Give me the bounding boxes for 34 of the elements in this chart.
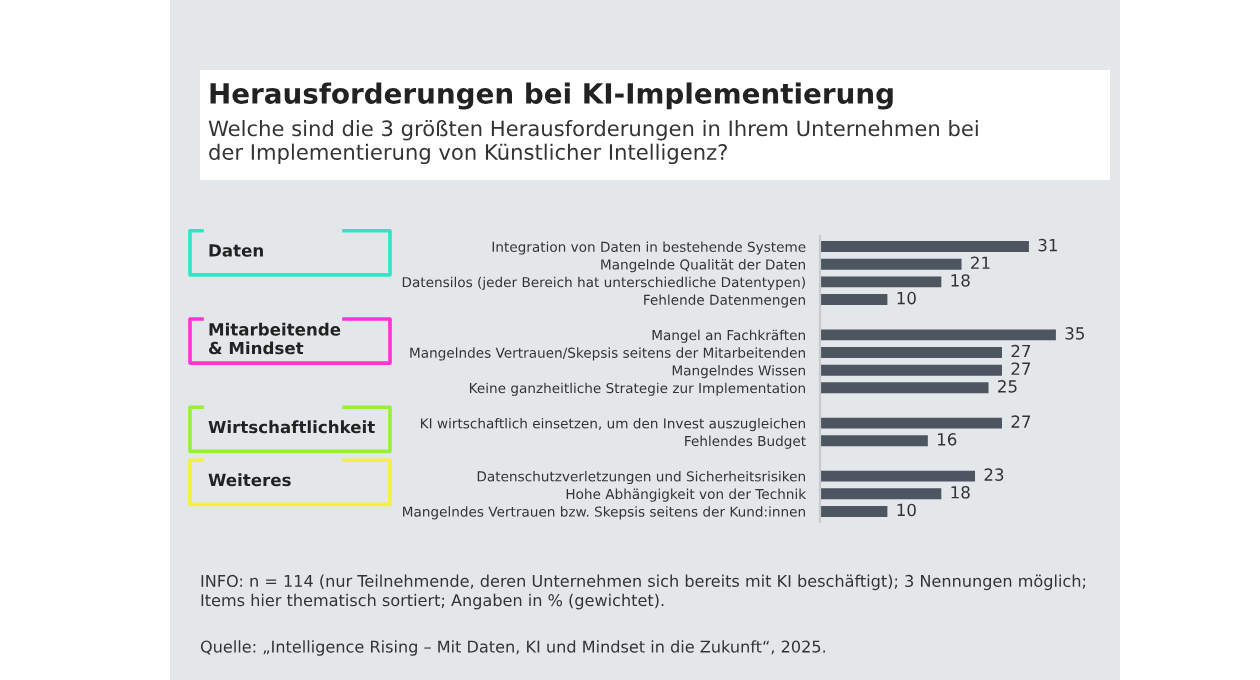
text: INFO: n = 114 (nur Teilnehmende, deren Unternehmen sich bereits mit KI beschäftigt); 3 Nennungen möglich; Items hier thematisch sortiert; Angaben in % (gewichtet).: [201, 574, 1086, 610]
bar: [820, 417, 1002, 429]
data-label: 27: [1011, 362, 1031, 375]
bar: [820, 258, 962, 270]
data-label: 27: [1011, 344, 1031, 358]
bar: [820, 294, 888, 306]
data-label: 35: [1065, 327, 1084, 340]
data-label: 21: [971, 256, 990, 269]
bar: [820, 347, 1002, 358]
text: Herausforderungen bei KI-Implementierung: [210, 82, 893, 110]
bar: [820, 329, 1056, 341]
bar: [820, 505, 888, 517]
bar: [820, 435, 928, 447]
data-label: 23: [984, 468, 1004, 481]
data-label: 16: [938, 433, 957, 446]
data-label: 10: [897, 291, 916, 305]
bar: [820, 382, 989, 394]
bar: [820, 276, 942, 288]
bar: [820, 241, 1029, 253]
data-label: 25: [998, 380, 1017, 393]
bar: [820, 364, 1002, 376]
text: Daten: [209, 244, 263, 257]
text: Wirtschaftlichkeit: [208, 420, 375, 434]
text: Mitarbeitende & Mindset: [209, 322, 341, 355]
data-label: 18: [951, 485, 970, 499]
data-label: 10: [897, 503, 916, 517]
data-label: 18: [951, 274, 970, 287]
bar: [820, 470, 976, 482]
text: Welche sind die 3 größten Herausforderungen in Ihrem Unternehmen bei der Implementierung von Künstlicher Intelligenz?: [208, 120, 978, 165]
source-note: Quelle: „Intelligence Rising – Mit Daten, KI und Mindset in die Zukunft“, 2025.: [200, 640, 825, 656]
text: Weiteres: [208, 473, 291, 487]
data-label: 27: [1011, 415, 1031, 428]
bar: [820, 488, 942, 500]
data-label: 31: [1038, 238, 1057, 252]
